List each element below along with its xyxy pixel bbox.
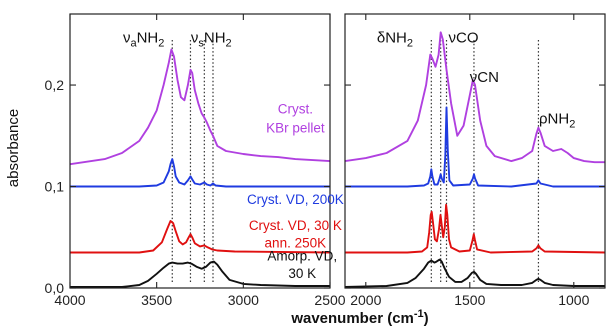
band-annotation-right-0: δNH2 bbox=[377, 29, 413, 49]
series-label-0-0: Cryst. bbox=[278, 101, 313, 116]
x-tick-label-left-3: 2500 bbox=[314, 292, 345, 308]
y-axis-label: absorbance bbox=[5, 109, 22, 187]
plot-frame-right bbox=[344, 13, 606, 289]
series-line-left-2 bbox=[70, 220, 330, 254]
x-tick-label-right-1: 1500 bbox=[454, 292, 485, 308]
series-line-right-2 bbox=[345, 203, 605, 254]
right-panel: 2000 1500 1000 δNH2 νCO νCN ρNH2 bbox=[344, 13, 606, 308]
y-tick-label-2: 0,2 bbox=[45, 77, 65, 93]
band-annotation-right-3: ρNH2 bbox=[539, 111, 575, 131]
plot-frame-left bbox=[69, 13, 331, 289]
y-tick-label-1: 0,1 bbox=[45, 179, 65, 195]
series-line-right-0 bbox=[345, 31, 605, 164]
x-tick-label-left-2: 3000 bbox=[228, 292, 259, 308]
series-label-0-1: KBr pellet bbox=[266, 121, 325, 136]
series-line-left-3 bbox=[70, 260, 330, 288]
x-tick-label-right-0: 2000 bbox=[350, 292, 381, 308]
y-tick-label-0: 0,0 bbox=[45, 280, 65, 296]
x-tick-label-left-0: 4000 bbox=[54, 292, 85, 308]
band-annotation-left-1: νsNH2 bbox=[191, 29, 232, 49]
left-panel: 4000 3500 3000 2500 0,0 0,1 0,2 νaNH2 νsNH2 Cryst… bbox=[45, 13, 346, 308]
x-tick-label-right-2: 1000 bbox=[558, 292, 589, 308]
series-label-2-0: Cryst. VD, 30 K bbox=[249, 218, 342, 233]
series-label-3-0: Amorp. VD, bbox=[267, 249, 337, 264]
series-label-1-0: Cryst. VD, 200K bbox=[247, 192, 344, 207]
series-line-left-1 bbox=[70, 158, 330, 188]
band-annotation-left-0: νaNH2 bbox=[123, 29, 164, 49]
x-axis-label: wavenumber (cm-1) bbox=[290, 308, 428, 327]
band-annotation-right-1: νCO bbox=[449, 29, 479, 46]
band-annotation-right-2: νCN bbox=[470, 69, 499, 86]
x-tick-label-left-1: 3500 bbox=[141, 292, 172, 308]
series-line-right-3 bbox=[345, 258, 605, 288]
series-label-3-1: 30 K bbox=[288, 266, 316, 281]
series-line-right-1 bbox=[345, 106, 605, 188]
series-line-left-0 bbox=[70, 48, 330, 166]
series-label-2-1: ann. 250K bbox=[265, 235, 327, 250]
